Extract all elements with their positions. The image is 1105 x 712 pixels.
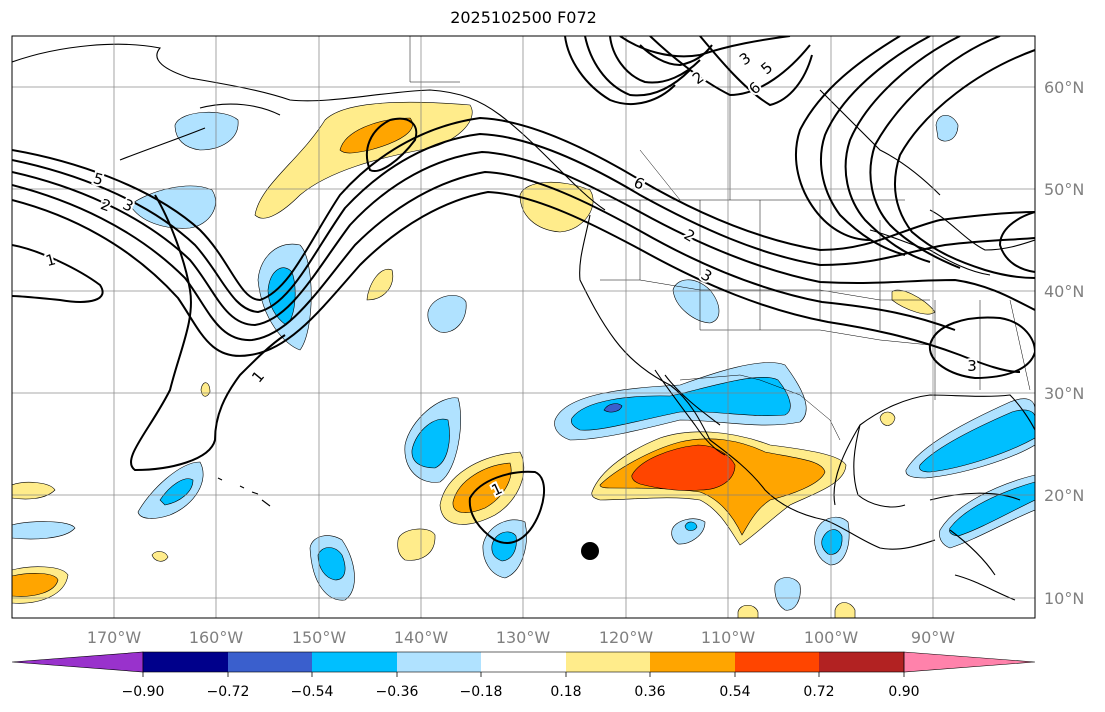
colorbar-tick-label: −0.72 — [207, 684, 250, 700]
negative-anomaly-area — [12, 521, 76, 540]
colorbar-tick-label: −0.36 — [376, 684, 419, 700]
contour-line — [619, 36, 791, 58]
coastlines — [12, 43, 1035, 601]
positive-anomaly-area — [737, 604, 759, 618]
colorbar-tick-label: 0.36 — [634, 684, 665, 700]
contour-lines — [12, 36, 1035, 544]
contour-line — [12, 170, 956, 342]
contour-line — [365, 117, 418, 172]
negative-anomaly-area — [935, 114, 959, 142]
colorbar-segment — [735, 652, 819, 672]
negative-anomaly-area — [317, 547, 346, 581]
colorbar-tick-label: −0.90 — [122, 684, 165, 700]
contour-line — [998, 211, 1035, 273]
lon-label: 100°W — [804, 628, 859, 647]
positive-anomaly-area — [879, 411, 896, 426]
lon-label: 110°W — [701, 628, 756, 647]
negative-anomaly-area — [491, 531, 517, 562]
colorbar-tick-label: 0.90 — [888, 684, 919, 700]
positive-anomaly-area — [366, 268, 394, 301]
lat-label: 20°N — [1044, 486, 1084, 505]
contour-line — [819, 36, 931, 256]
lon-label: 90°W — [911, 628, 955, 647]
contour-line — [609, 36, 701, 84]
negative-anomaly-area — [774, 577, 801, 611]
contour-line — [12, 190, 1021, 373]
map-title: 2025102500 F072 — [450, 8, 597, 27]
colorbar-segment — [143, 652, 228, 672]
colorbar: −0.90 −0.72 −0.54 −0.36 −0.18 0.18 0.36 … — [11, 651, 1036, 700]
contour-line — [794, 36, 901, 241]
colorbar-tick-label: −0.54 — [291, 684, 334, 700]
contour-line — [699, 36, 813, 107]
lat-label: 40°N — [1044, 282, 1084, 301]
colorbar-tick-label: 0.54 — [719, 684, 750, 700]
map-border — [11, 35, 1036, 619]
colorbar-tick-label: 0.72 — [803, 684, 834, 700]
latitude-labels: 60°N 50°N 40°N 30°N 20°N 10°N — [1044, 78, 1084, 608]
positive-anomaly-area — [200, 382, 211, 397]
contour-line — [564, 36, 676, 105]
negative-anomaly-area — [684, 521, 698, 531]
colorbar-extend-low — [11, 651, 144, 673]
negative-anomaly-area — [267, 267, 296, 326]
storm-position-dot — [581, 542, 599, 560]
negative-anomaly-area — [174, 111, 239, 151]
negative-anomaly-area — [427, 295, 467, 333]
contour-line — [12, 244, 104, 303]
contour-label: 3 — [967, 357, 977, 375]
lon-label: 130°W — [496, 628, 551, 647]
colorbar-tick-label: −0.18 — [460, 684, 503, 700]
positive-anomaly-area — [397, 528, 436, 561]
negative-anomaly-area — [919, 409, 1035, 473]
negative-anomaly-area — [603, 403, 623, 413]
colorbar-segment — [228, 652, 312, 672]
longitude-labels: 170°W 160°W 150°W 140°W 130°W 120°W 110°… — [87, 628, 955, 647]
positive-anomaly-area — [339, 117, 413, 154]
contour-line — [893, 49, 1035, 279]
negative-anomaly-area — [949, 481, 1035, 537]
contour-line — [12, 132, 1035, 314]
positive-anomaly-area — [834, 602, 856, 618]
contour-line — [129, 194, 286, 472]
lat-label: 60°N — [1044, 78, 1084, 97]
contour-line — [12, 116, 1035, 302]
colorbar-segment — [819, 652, 904, 672]
positive-anomaly-area — [254, 101, 473, 219]
colorbar-segment — [566, 652, 650, 672]
positive-anomaly-area — [151, 551, 169, 562]
graticule — [12, 36, 1035, 618]
contour-line — [869, 36, 1001, 269]
contour-line — [649, 36, 811, 97]
negative-anomaly-area — [159, 478, 194, 506]
lon-label: 160°W — [189, 628, 244, 647]
lon-label: 150°W — [292, 628, 347, 647]
positive-anomaly-area — [631, 444, 736, 491]
negative-anomaly-area — [821, 529, 843, 555]
shading-layer — [12, 101, 1035, 618]
lat-label: 50°N — [1044, 180, 1084, 199]
contour-line — [468, 470, 546, 544]
contour-line — [928, 316, 1035, 380]
lon-label: 170°W — [87, 628, 142, 647]
colorbar-segment — [312, 652, 397, 672]
colorbar-segment — [397, 652, 481, 672]
lon-label: 140°W — [394, 628, 449, 647]
colorbar-extend-high — [903, 651, 1036, 673]
colorbar-segment — [481, 652, 566, 672]
positive-anomaly-area — [452, 462, 512, 513]
colorbar-tick-label: 0.18 — [550, 684, 581, 700]
contour-line — [584, 36, 691, 97]
contour-line — [844, 36, 961, 263]
lon-label: 120°W — [599, 628, 654, 647]
lat-label: 10°N — [1044, 589, 1084, 608]
colorbar-segment — [650, 652, 735, 672]
positive-anomaly-area — [519, 181, 594, 233]
positive-anomaly-area — [12, 573, 59, 597]
lat-label: 30°N — [1044, 384, 1084, 403]
contour-line — [12, 150, 1035, 327]
